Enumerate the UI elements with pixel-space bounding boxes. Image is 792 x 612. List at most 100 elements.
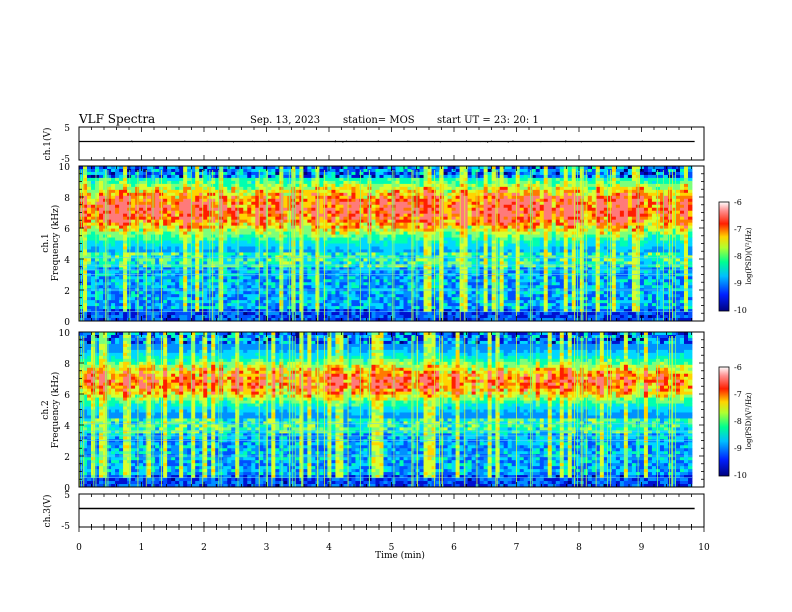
spectrogram-cell	[187, 267, 192, 271]
spectrogram-cell	[331, 300, 336, 304]
spectrogram-cell	[191, 195, 196, 200]
spectrogram-cell	[343, 195, 348, 200]
spectrogram-cell	[191, 285, 196, 289]
spectrogram-cell	[267, 228, 272, 232]
spectrogram-cell	[275, 174, 280, 179]
spectrogram-cell	[331, 243, 336, 247]
spectrogram-cell	[211, 261, 216, 265]
spectrogram-cell	[275, 315, 280, 319]
spectrogram-cell	[123, 234, 128, 238]
spectrogram-cell	[223, 186, 228, 191]
spectrogram-cell	[411, 201, 416, 206]
spectrogram-cell	[363, 180, 368, 185]
spectrogram-cell	[435, 252, 440, 256]
spectrogram-cell	[163, 168, 168, 173]
spectrogram-cell	[235, 300, 240, 304]
spectrogram-cell	[275, 303, 280, 307]
spectrogram-cell	[139, 207, 144, 212]
spectrogram-cell	[235, 180, 240, 185]
spectrogram-cell	[187, 168, 192, 173]
spectrogram-cell	[323, 312, 328, 316]
spectrogram-cell	[187, 291, 192, 295]
spectrogram-cell	[351, 297, 356, 301]
spectrogram-cell	[87, 303, 92, 307]
spectrogram-cell	[307, 264, 312, 268]
spectrogram-cell	[403, 192, 408, 197]
spectrogram-cell	[435, 303, 440, 307]
spectrogram-cell	[363, 168, 368, 173]
spectrogram-cell	[87, 261, 92, 265]
spectrogram-cell	[343, 252, 348, 256]
spectrogram-cell	[311, 267, 316, 271]
spectrogram-cell	[175, 207, 180, 212]
spectrogram-cell	[355, 234, 360, 238]
spectrogram-cell	[263, 261, 268, 265]
spectrogram-cell	[283, 309, 288, 313]
spectrogram-cell	[203, 294, 208, 298]
spectrogram-cell	[143, 276, 148, 280]
spectrogram-cell	[443, 195, 449, 200]
spectrogram-cell	[191, 166, 196, 170]
spectrogram-cell	[331, 231, 336, 235]
spectrogram-cell	[323, 258, 328, 262]
spectrogram-cell	[383, 249, 388, 253]
spectrogram-cell	[171, 198, 176, 203]
spectrogram-cell	[199, 276, 204, 280]
spectrogram-cell	[323, 297, 328, 301]
spectrogram-cell	[199, 198, 204, 203]
spectrogram-cell	[351, 267, 356, 271]
spectrogram-cell	[235, 240, 240, 244]
spectrogram-cell	[135, 234, 140, 238]
spectrogram-cell	[107, 276, 112, 280]
spectrogram-cell	[415, 222, 420, 227]
spectrogram-cell	[91, 213, 96, 218]
spectrogram-cell	[323, 276, 328, 280]
spectrogram-cell	[251, 198, 256, 203]
spectrogram-cell	[435, 312, 440, 316]
spectrogram-cell	[295, 198, 300, 203]
spectrogram-cell	[215, 180, 220, 185]
spectrogram-cell	[223, 189, 228, 194]
spectrogram-cell	[327, 243, 332, 247]
spectrogram-cell	[395, 294, 400, 298]
spectrogram-cell	[347, 309, 352, 313]
spectrogram-cell	[135, 177, 140, 182]
spectrogram-cell	[143, 312, 148, 316]
spectrogram-cell	[259, 225, 264, 229]
spectrogram-cell	[435, 195, 440, 200]
spectrogram-cell	[263, 291, 268, 295]
spectrogram-cell	[83, 264, 88, 268]
spectrogram-cell	[191, 192, 196, 197]
spectrogram-cell	[215, 201, 220, 206]
spectrogram-cell	[231, 246, 236, 250]
spectrogram-cell	[335, 282, 340, 286]
spectrogram-cell	[111, 207, 116, 212]
spectrogram-cell	[411, 267, 416, 271]
spectrogram-cell	[319, 234, 324, 238]
spectrogram-cell	[215, 171, 220, 176]
spectrogram-cell	[215, 168, 220, 173]
spectrogram-cell	[331, 189, 336, 194]
spectrogram-cell	[251, 267, 256, 271]
spectrogram-cell	[223, 171, 228, 176]
spectrogram-cell	[263, 231, 268, 235]
spectrogram-cell	[163, 183, 168, 188]
spectrogram-cell	[387, 183, 392, 188]
spectrogram-cell	[223, 282, 228, 286]
spectrogram-cell	[195, 177, 200, 182]
spectrogram-cell	[399, 189, 404, 194]
ch1-voltage-frame	[78, 126, 705, 161]
spectrogram-cell	[239, 210, 244, 215]
spectrogram-cell	[107, 261, 112, 265]
spectrogram-cell	[187, 318, 192, 322]
spectrogram-cell	[399, 204, 404, 209]
spectrogram-cell	[127, 225, 132, 229]
spectrogram-cell	[127, 174, 132, 179]
spectrogram-cell	[395, 180, 400, 185]
spectrogram-cell	[375, 264, 380, 268]
spectrogram-cell	[303, 273, 308, 277]
spectrogram-cell	[199, 279, 204, 283]
spectrogram-cell	[199, 166, 204, 170]
spectrogram-cell	[179, 249, 184, 253]
spectrogram-cell	[111, 297, 116, 301]
